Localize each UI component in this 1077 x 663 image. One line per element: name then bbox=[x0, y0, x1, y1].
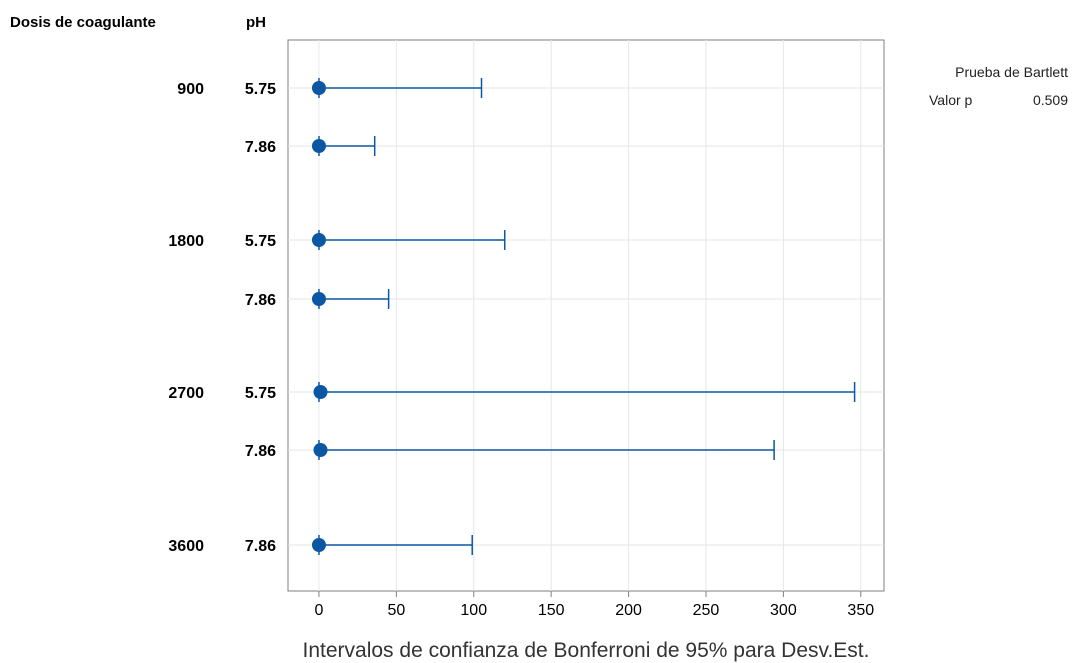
ph-label: 5.75 bbox=[245, 385, 276, 402]
ph-label: 7.86 bbox=[245, 443, 276, 460]
p-value-label: Valor p bbox=[929, 92, 973, 108]
x-tick-label: 300 bbox=[770, 602, 797, 619]
x-tick-label: 50 bbox=[387, 602, 405, 619]
ph-label: 7.86 bbox=[245, 139, 276, 156]
row-labels-layer: 900 5.75 7.86 1800 5.75 7.86 2700 5.75 7.86 3600 7… bbox=[168, 81, 276, 555]
dose-column-header: Dosis de coagulante bbox=[10, 14, 156, 31]
interval-point bbox=[313, 443, 328, 457]
interval-row bbox=[311, 78, 483, 98]
x-tick-label: 150 bbox=[538, 602, 565, 619]
x-tick-label: 350 bbox=[847, 602, 874, 619]
marks-layer bbox=[311, 78, 856, 555]
x-tick-label: 100 bbox=[460, 602, 487, 619]
x-tick-label: 250 bbox=[693, 602, 720, 619]
ph-label: 5.75 bbox=[245, 233, 276, 250]
interval-row bbox=[311, 230, 506, 250]
interval-row bbox=[311, 289, 390, 309]
interval-point bbox=[313, 385, 328, 399]
interval-point bbox=[311, 139, 326, 153]
interval-row bbox=[311, 136, 376, 156]
ph-column-header: pH bbox=[246, 14, 266, 31]
interval-row bbox=[311, 535, 473, 555]
interval-point bbox=[311, 233, 326, 247]
dose-label: 2700 bbox=[168, 385, 204, 402]
bartlett-test-title: Prueba de Bartlett bbox=[955, 64, 1068, 80]
ph-label: 5.75 bbox=[245, 81, 276, 98]
x-tick-label: 200 bbox=[615, 602, 642, 619]
dose-label: 900 bbox=[177, 81, 204, 98]
x-tick-label: 0 bbox=[315, 602, 324, 619]
interval-point bbox=[311, 538, 326, 552]
interval-point bbox=[311, 292, 326, 306]
interval-row bbox=[313, 382, 856, 402]
interval-row bbox=[313, 440, 775, 460]
dose-label: 1800 bbox=[168, 233, 204, 250]
plot-frame bbox=[287, 39, 885, 592]
ph-label: 7.86 bbox=[245, 292, 276, 309]
grid-layer bbox=[288, 40, 884, 591]
ph-label: 7.86 bbox=[245, 538, 276, 555]
x-ticks-layer: 0 50 100 150 200 250 300 350 bbox=[315, 591, 874, 619]
x-axis-label: Intervalos de confianza de Bonferroni de… bbox=[303, 639, 870, 662]
dose-label: 3600 bbox=[168, 538, 204, 555]
interval-point bbox=[311, 81, 326, 95]
p-value: 0.509 bbox=[1033, 92, 1068, 108]
